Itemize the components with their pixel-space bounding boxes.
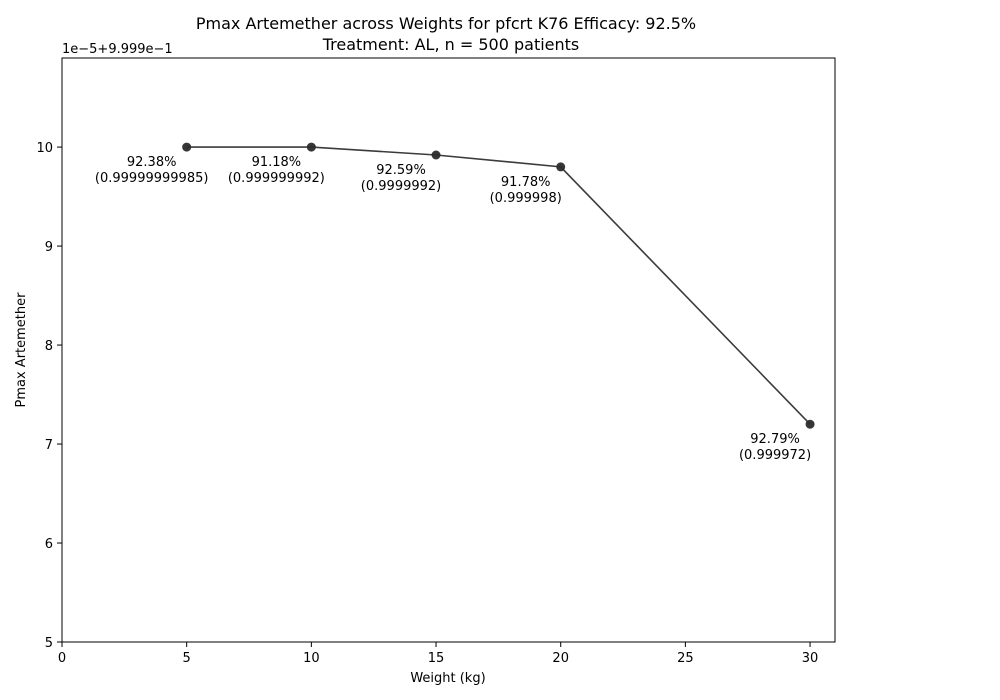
y-axis-label: Pmax Artemether	[14, 292, 29, 408]
annotation-pmax: (0.999998)	[490, 191, 562, 206]
data-point	[556, 162, 566, 172]
data-point	[182, 142, 192, 152]
x-tick-label: 5	[183, 651, 191, 666]
annotation-efficacy: 92.38%	[127, 155, 177, 170]
annotation-pmax: (0.999972)	[739, 448, 811, 463]
annotation-efficacy: 91.18%	[252, 155, 302, 170]
annotation-efficacy: 92.79%	[750, 432, 800, 447]
point-annotation: 92.79% (0.999972)	[739, 432, 811, 463]
point-annotation: 92.38% (0.99999999985)	[95, 155, 209, 186]
annotation-pmax: (0.99999999985)	[95, 171, 209, 186]
point-annotation: 91.78% (0.999998)	[490, 175, 562, 206]
x-tick-label: 20	[552, 651, 569, 666]
data-point	[805, 419, 815, 429]
chart-subtitle: Treatment: AL, n = 500 patients	[322, 35, 580, 54]
y-tick-label: 7	[45, 438, 53, 453]
x-axis-label: Weight (kg)	[410, 671, 485, 686]
x-tick-label: 25	[677, 651, 694, 666]
plot-area-frame	[61, 57, 836, 643]
y-offset-label: 1e−5+9.999e−1	[62, 42, 173, 57]
point-annotation: 91.18% (0.999999992)	[228, 155, 325, 186]
data-point	[306, 142, 316, 152]
series-line	[186, 146, 811, 425]
x-tick-label: 10	[303, 651, 320, 666]
annotation-efficacy: 91.78%	[501, 175, 551, 190]
y-tick-label: 10	[36, 141, 53, 156]
point-annotation: 92.59% (0.9999992)	[361, 163, 441, 194]
y-tick-label: 8	[45, 339, 53, 354]
annotation-pmax: (0.9999992)	[361, 179, 441, 194]
chart-title: Pmax Artemether across Weights for pfcrt…	[196, 14, 696, 33]
x-tick-label: 0	[58, 651, 66, 666]
data-point	[431, 150, 441, 160]
x-tick-label: 15	[428, 651, 445, 666]
y-tick-label: 5	[45, 636, 53, 651]
y-tick-label: 6	[45, 537, 53, 552]
y-tick-label: 9	[45, 240, 53, 255]
annotation-efficacy: 92.59%	[376, 163, 426, 178]
x-tick-label: 30	[802, 651, 819, 666]
annotation-pmax: (0.999999992)	[228, 171, 325, 186]
